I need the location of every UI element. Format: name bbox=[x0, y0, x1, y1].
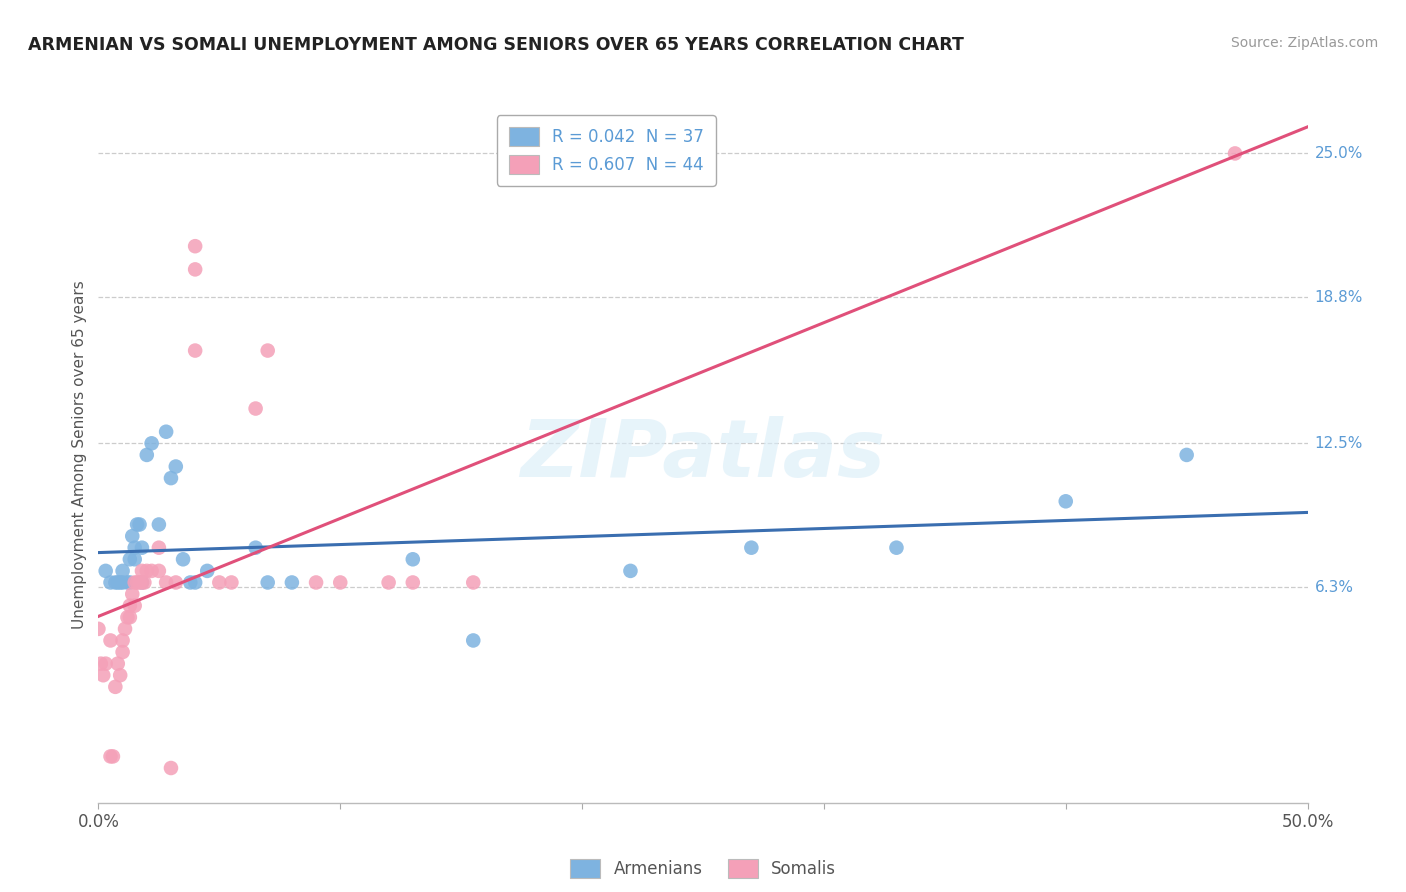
Text: 12.5%: 12.5% bbox=[1315, 436, 1362, 450]
Point bbox=[160, 761, 183, 775]
Point bbox=[195, 564, 218, 578]
Point bbox=[377, 575, 399, 590]
Point bbox=[886, 541, 908, 555]
Text: ZIPatlas: ZIPatlas bbox=[520, 416, 886, 494]
Text: 18.8%: 18.8% bbox=[1315, 290, 1362, 305]
Point bbox=[117, 610, 139, 624]
Point bbox=[128, 517, 150, 532]
Point bbox=[114, 622, 136, 636]
Point bbox=[245, 541, 267, 555]
Point bbox=[101, 749, 124, 764]
Point bbox=[118, 610, 141, 624]
Point bbox=[107, 657, 129, 671]
Point bbox=[108, 668, 131, 682]
Point bbox=[127, 517, 149, 532]
Point bbox=[172, 552, 194, 566]
Point bbox=[108, 575, 131, 590]
Point bbox=[1223, 146, 1246, 161]
Point bbox=[127, 575, 149, 590]
Point bbox=[221, 575, 243, 590]
Point bbox=[256, 343, 278, 358]
Point bbox=[619, 564, 641, 578]
Point bbox=[87, 622, 110, 636]
Point bbox=[463, 575, 485, 590]
Point bbox=[104, 575, 127, 590]
Point bbox=[100, 575, 122, 590]
Point bbox=[208, 575, 231, 590]
Point bbox=[463, 633, 485, 648]
Point bbox=[141, 436, 163, 450]
Point bbox=[160, 471, 183, 485]
Point bbox=[131, 575, 153, 590]
Point bbox=[256, 575, 278, 590]
Point bbox=[124, 599, 146, 613]
Point bbox=[305, 575, 328, 590]
Point bbox=[135, 448, 157, 462]
Legend: Armenians, Somalis: Armenians, Somalis bbox=[564, 853, 842, 885]
Point bbox=[740, 541, 762, 555]
Point bbox=[402, 575, 425, 590]
Point bbox=[118, 599, 141, 613]
Point bbox=[124, 541, 146, 555]
Y-axis label: Unemployment Among Seniors over 65 years: Unemployment Among Seniors over 65 years bbox=[72, 281, 87, 629]
Point bbox=[131, 575, 153, 590]
Point bbox=[107, 575, 129, 590]
Point bbox=[184, 343, 207, 358]
Point bbox=[148, 541, 170, 555]
Point bbox=[100, 633, 122, 648]
Text: 25.0%: 25.0% bbox=[1315, 146, 1362, 161]
Point bbox=[141, 564, 163, 578]
Point bbox=[184, 262, 207, 277]
Point bbox=[131, 541, 153, 555]
Point bbox=[179, 575, 201, 590]
Point bbox=[118, 575, 141, 590]
Point bbox=[131, 564, 153, 578]
Point bbox=[148, 517, 170, 532]
Point bbox=[329, 575, 352, 590]
Point bbox=[184, 575, 207, 590]
Point bbox=[111, 564, 134, 578]
Text: ARMENIAN VS SOMALI UNEMPLOYMENT AMONG SENIORS OVER 65 YEARS CORRELATION CHART: ARMENIAN VS SOMALI UNEMPLOYMENT AMONG SE… bbox=[28, 36, 965, 54]
Point bbox=[134, 575, 156, 590]
Point bbox=[111, 645, 134, 659]
Point bbox=[148, 564, 170, 578]
Point bbox=[94, 564, 117, 578]
Point bbox=[124, 575, 146, 590]
Point bbox=[121, 529, 143, 543]
Point bbox=[1175, 448, 1198, 462]
Point bbox=[111, 575, 134, 590]
Point bbox=[165, 459, 187, 474]
Point bbox=[100, 749, 122, 764]
Point bbox=[165, 575, 187, 590]
Point bbox=[128, 575, 150, 590]
Point bbox=[117, 575, 139, 590]
Point bbox=[121, 587, 143, 601]
Point bbox=[402, 552, 425, 566]
Point bbox=[245, 401, 267, 416]
Point bbox=[135, 564, 157, 578]
Point bbox=[104, 680, 127, 694]
Point bbox=[118, 552, 141, 566]
Point bbox=[111, 633, 134, 648]
Text: 6.3%: 6.3% bbox=[1315, 580, 1354, 595]
Point bbox=[281, 575, 304, 590]
Point bbox=[91, 668, 114, 682]
Point bbox=[124, 552, 146, 566]
Point bbox=[90, 657, 112, 671]
Text: Source: ZipAtlas.com: Source: ZipAtlas.com bbox=[1230, 36, 1378, 50]
Point bbox=[1054, 494, 1077, 508]
Point bbox=[155, 575, 177, 590]
Point bbox=[155, 425, 177, 439]
Point bbox=[94, 657, 117, 671]
Point bbox=[184, 239, 207, 253]
